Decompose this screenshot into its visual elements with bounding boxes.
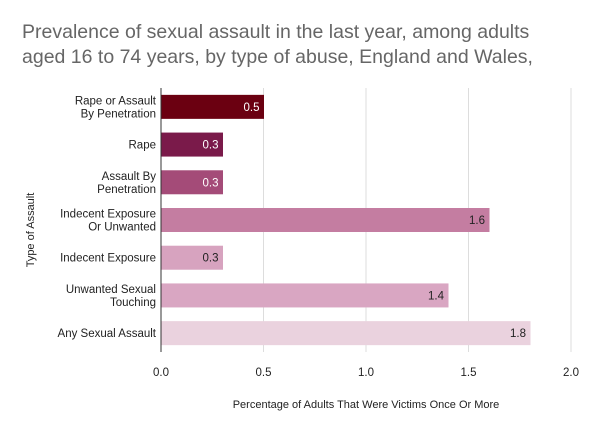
bar [161,94,264,119]
data-label: 0.3 [203,253,219,265]
category-label-line: Rape or Assault [75,95,157,107]
category-label-line: Or Unwanted [88,222,156,234]
data-label: 1.6 [469,215,485,227]
data-label: 0.3 [203,177,219,189]
data-label: 1.4 [428,290,445,302]
category-label: Indecent Exposure Or Unwanted [60,209,156,234]
bar [161,283,449,308]
x-tick-label: 2.0 [563,367,579,379]
value-labels: 0.5 0.3 0.3 1.6 0.3 1.4 1.8 [203,102,527,340]
category-label: Assault By Penetration [97,171,156,196]
category-label-line: Rape [129,140,157,152]
bar [161,321,531,346]
category-label: Indecent Exposure [60,253,156,265]
category-label-line: Unwanted Sexual [66,284,156,296]
category-label: Rape [129,140,157,152]
category-label-line: Indecent Exposure [60,253,156,265]
x-tick-labels: 0.0 0.5 1.0 1.5 2.0 [153,367,579,379]
data-label: 0.3 [203,140,219,152]
x-tick-label: 1.0 [358,367,374,379]
category-label-line: Any Sexual Assault [58,328,157,340]
category-label-line: Assault By [102,171,157,183]
bar [161,208,490,232]
y-axis-title: Type of Assault [25,193,37,268]
x-tick-label: 1.5 [461,367,477,379]
category-label-line: Touching [110,297,156,309]
data-label: 0.5 [244,102,260,114]
category-label-line: Indecent Exposure [60,209,156,221]
chart-title-line-1: Prevalence of sexual assault in the last… [22,21,530,43]
category-label: Any Sexual Assault [58,328,157,340]
chart-title: Prevalence of sexual assault in the last… [22,20,582,70]
category-label-line: Penetration [97,184,156,196]
x-axis-title: Percentage of Adults That Were Victims O… [233,399,500,411]
bar [161,170,223,195]
category-labels: Rape or Assault By Penetration Rape Assault… [58,95,157,340]
chart-title-line-2: aged 16 to 74 years, by type of abuse, E… [22,46,533,68]
bars [161,94,531,346]
category-label: Unwanted Sexual Touching [66,284,156,309]
category-label: Rape or Assault By Penetration [75,95,157,120]
bar [161,132,223,157]
category-label-line: By Penetration [81,108,156,120]
bar [161,245,223,270]
data-label: 1.8 [510,328,526,340]
x-tick-label: 0.5 [256,367,272,379]
x-tick-label: 0.0 [153,367,169,379]
